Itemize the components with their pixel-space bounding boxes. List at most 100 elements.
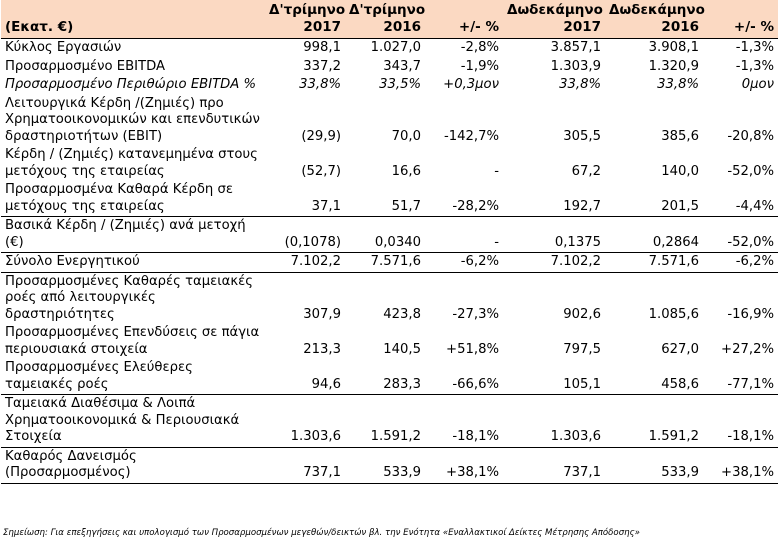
cell-q2016: 1.591,2 — [345, 394, 425, 448]
cell-q-change: - — [494, 163, 499, 179]
cell-y-change: -16,9% — [727, 306, 774, 322]
row-label: Προσαρμοσμένες Επενδύσεις σε πάγια περιο… — [5, 325, 260, 357]
cell-y2017: 105,1 — [503, 359, 605, 395]
cell-q2016: 1.027,0 — [370, 40, 421, 55]
row-label: Προσαρμοσμένες Ελεύθερες ταμειακές ροές — [1, 359, 265, 395]
cell-q2017: (52,7) — [301, 163, 341, 179]
table-row: Βασικά Κέρδη / (Ζημιές) ανά μετοχή (€) (… — [1, 216, 778, 253]
cell-q2016: 51,7 — [345, 181, 425, 217]
cell-y2016: 533,9 — [605, 447, 703, 484]
row-label: Βασικά Κέρδη / (Ζημιές) ανά μετοχή (€) — [1, 216, 265, 253]
header-year-2016: Δωδεκάμηνο 2016 — [605, 0, 705, 39]
cell-q2017: 998,1 — [303, 40, 341, 55]
cell-q2016: 16,6 — [391, 163, 421, 179]
table-row: Ταμειακά Διαθέσιμα & Λοιπά Χρηματοοικονο… — [1, 394, 778, 448]
table-row: Καθαρός Δανεισμός (Προσαρμοσμένος) 737,1… — [1, 447, 778, 484]
table-row: Κύκλος Εργασιών 998,1 1.027,0 -2,8% 3.85… — [1, 39, 778, 58]
cell-y2017: 67,2 — [571, 163, 601, 179]
cell-y2016: 1.085,6 — [648, 306, 699, 322]
cell-y-change: -52,0% — [727, 163, 774, 179]
cell-q2016: 140,5 — [383, 341, 421, 357]
header-year-change: +/- % — [703, 0, 778, 39]
table-row: Κέρδη / (Ζημιές) κατανεμημένα στους μετό… — [1, 146, 778, 181]
cell-q2017: 737,1 — [265, 447, 345, 484]
cell-q2017: 33,8% — [299, 77, 341, 92]
cell-y-change: -77,1% — [703, 359, 778, 395]
cell-y2017: 192,7 — [503, 181, 605, 217]
cell-y2017: 737,1 — [503, 447, 605, 484]
cell-y-change: +38,1% — [703, 447, 778, 484]
footnote: Σημείωση: Για επεξηγήσεις και υπολογισμό… — [3, 528, 640, 538]
row-label: Προσαρμοσμένες Καθαρές ταμειακές ροές απ… — [5, 273, 254, 322]
row-label: Λειτουργικά Κέρδη /(Ζημιές) προ Χρηματοο… — [5, 95, 260, 144]
header-quarter-change: +/- % — [425, 0, 503, 39]
cell-q-change: -18,1% — [425, 394, 503, 448]
cell-q2016: 7.571,6 — [345, 252, 425, 273]
cell-y-change: -18,1% — [703, 394, 778, 448]
cell-y-change: -4,4% — [703, 181, 778, 217]
cell-y2016: 140,0 — [661, 163, 699, 179]
header-q4-2017: Δ'τρίμηνο 2017 — [265, 0, 345, 39]
cell-y-change: +27,2% — [721, 341, 774, 357]
cell-y2017: 0,1375 — [503, 216, 605, 253]
cell-q-change: -66,6% — [425, 359, 503, 395]
cell-q-change: +38,1% — [425, 447, 503, 484]
header-currency-label: (Εκατ. €) — [1, 0, 265, 39]
table-row: Προσαρμοσμένες Ελεύθερες ταμειακές ροές … — [1, 359, 778, 395]
cell-y2016: 7.571,6 — [605, 252, 703, 273]
row-label: Σύνολο Ενεργητικού — [1, 252, 265, 273]
cell-q2016: 33,5% — [379, 77, 421, 92]
cell-q2017: 213,3 — [303, 341, 341, 357]
cell-q-change: -1,9% — [460, 58, 499, 74]
financial-results-table: (Εκατ. €) Δ'τρίμηνο 2017 Δ'τρίμηνο 2016 … — [1, 0, 778, 484]
table-row: Προσαρμοσμένες Καθαρές ταμειακές ροές απ… — [1, 272, 778, 324]
cell-q-change: - — [425, 216, 503, 253]
cell-y-change: -1,3% — [735, 58, 774, 74]
table-row: Σύνολο Ενεργητικού 7.102,2 7.571,6 -6,2%… — [1, 252, 778, 273]
table-row: Προσαρμοσμένο EBITDA 337,2 343,7 -1,9% 1… — [1, 58, 778, 77]
cell-y2017: 33,8% — [559, 77, 601, 92]
cell-y2017: 797,5 — [563, 341, 601, 357]
cell-y2017: 305,5 — [563, 128, 601, 144]
cell-q-change: +51,8% — [446, 341, 499, 357]
cell-q-change: +0,3μον — [443, 77, 499, 92]
cell-y2017: 3.857,1 — [550, 40, 601, 55]
cell-q2017: (0,1078) — [265, 216, 345, 253]
row-label: Κέρδη / (Ζημιές) κατανεμημένα στους μετό… — [5, 147, 258, 179]
cell-q2017: 94,6 — [265, 359, 345, 395]
cell-q-change: -142,7% — [443, 128, 499, 144]
cell-q-change: -28,2% — [425, 181, 503, 217]
cell-y2016: 458,6 — [605, 359, 703, 395]
cell-q2016: 70,0 — [391, 128, 421, 144]
header-year-2017: Δωδεκάμηνο 2017 — [503, 0, 605, 39]
table-row: Προσαρμοσμένα Καθαρά Κέρδη σε μετόχους τ… — [1, 181, 778, 217]
cell-q2016: 343,7 — [383, 58, 421, 74]
cell-q2017: 337,2 — [303, 58, 341, 74]
table-header: (Εκατ. €) Δ'τρίμηνο 2017 Δ'τρίμηνο 2016 … — [1, 0, 778, 39]
cell-y2016: 1.591,2 — [605, 394, 703, 448]
cell-q2016: 283,3 — [345, 359, 425, 395]
cell-y-change: -1,3% — [735, 40, 774, 55]
cell-q2016: 423,8 — [383, 306, 421, 322]
cell-y2016: 0,2864 — [605, 216, 703, 253]
cell-y-change: 0μον — [741, 77, 774, 92]
cell-q2017: 307,9 — [303, 306, 341, 322]
cell-y2017: 1.303,9 — [550, 58, 601, 74]
cell-y2016: 1.320,9 — [648, 58, 699, 74]
cell-q2017: (29,9) — [301, 128, 341, 144]
cell-q-change: -6,2% — [425, 252, 503, 273]
header-q4-2016: Δ'τρίμηνο 2016 — [345, 0, 425, 39]
cell-y2016: 33,8% — [657, 77, 699, 92]
row-label: Προσαρμοσμένα Καθαρά Κέρδη σε μετόχους τ… — [1, 181, 265, 217]
row-label: Προσαρμοσμένο Περιθώριο EBITDA % — [5, 77, 257, 92]
cell-q2017: 7.102,2 — [265, 252, 345, 273]
cell-y2017: 7.102,2 — [503, 252, 605, 273]
cell-y2017: 902,6 — [563, 306, 601, 322]
table-row: Λειτουργικά Κέρδη /(Ζημιές) προ Χρηματοο… — [1, 95, 778, 147]
cell-q-change: -27,3% — [452, 306, 499, 322]
row-label: Καθαρός Δανεισμός (Προσαρμοσμένος) — [1, 447, 265, 484]
cell-y-change: -6,2% — [703, 252, 778, 273]
cell-q2017: 1.303,6 — [265, 394, 345, 448]
cell-y2016: 385,6 — [661, 128, 699, 144]
